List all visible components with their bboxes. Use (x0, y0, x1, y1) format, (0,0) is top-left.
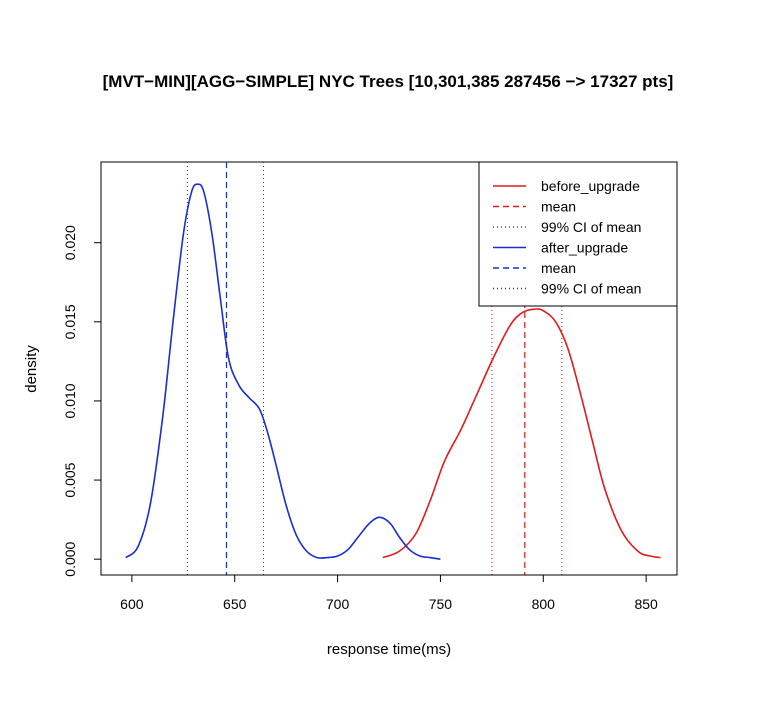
y-tick-label: 0.010 (62, 383, 78, 418)
legend-label: 99% CI of mean (541, 219, 641, 235)
after-upgrade-curve (125, 183, 441, 560)
x-tick-label: 600 (120, 596, 144, 612)
x-axis: 600 650 700 750 800 850 (120, 574, 658, 612)
density-curves (125, 183, 661, 560)
y-tick-label: 0.020 (62, 225, 78, 260)
y-tick-label: 0.005 (62, 462, 78, 497)
x-tick-label: 850 (634, 596, 658, 612)
x-tick-label: 650 (223, 596, 247, 612)
chart-title: [MVT−MIN][AGG−SIMPLE] NYC Trees [10,301,… (103, 72, 674, 91)
legend-label: 99% CI of mean (541, 281, 641, 297)
before-upgrade-curve (382, 308, 661, 559)
x-axis-label: response time(ms) (327, 641, 451, 658)
x-tick-label: 700 (326, 596, 350, 612)
y-tick-label: 0.000 (62, 541, 78, 576)
legend-label: mean (541, 199, 576, 215)
x-tick-label: 750 (429, 596, 453, 612)
legend-label: after_upgrade (541, 240, 628, 256)
legend-label: mean (541, 260, 576, 276)
y-axis-label: density (23, 345, 40, 393)
legend-label: before_upgrade (541, 178, 640, 194)
y-tick-label: 0.015 (62, 304, 78, 339)
y-axis: 0.000 0.005 0.010 0.015 0.020 (62, 225, 102, 577)
x-tick-label: 800 (532, 596, 556, 612)
